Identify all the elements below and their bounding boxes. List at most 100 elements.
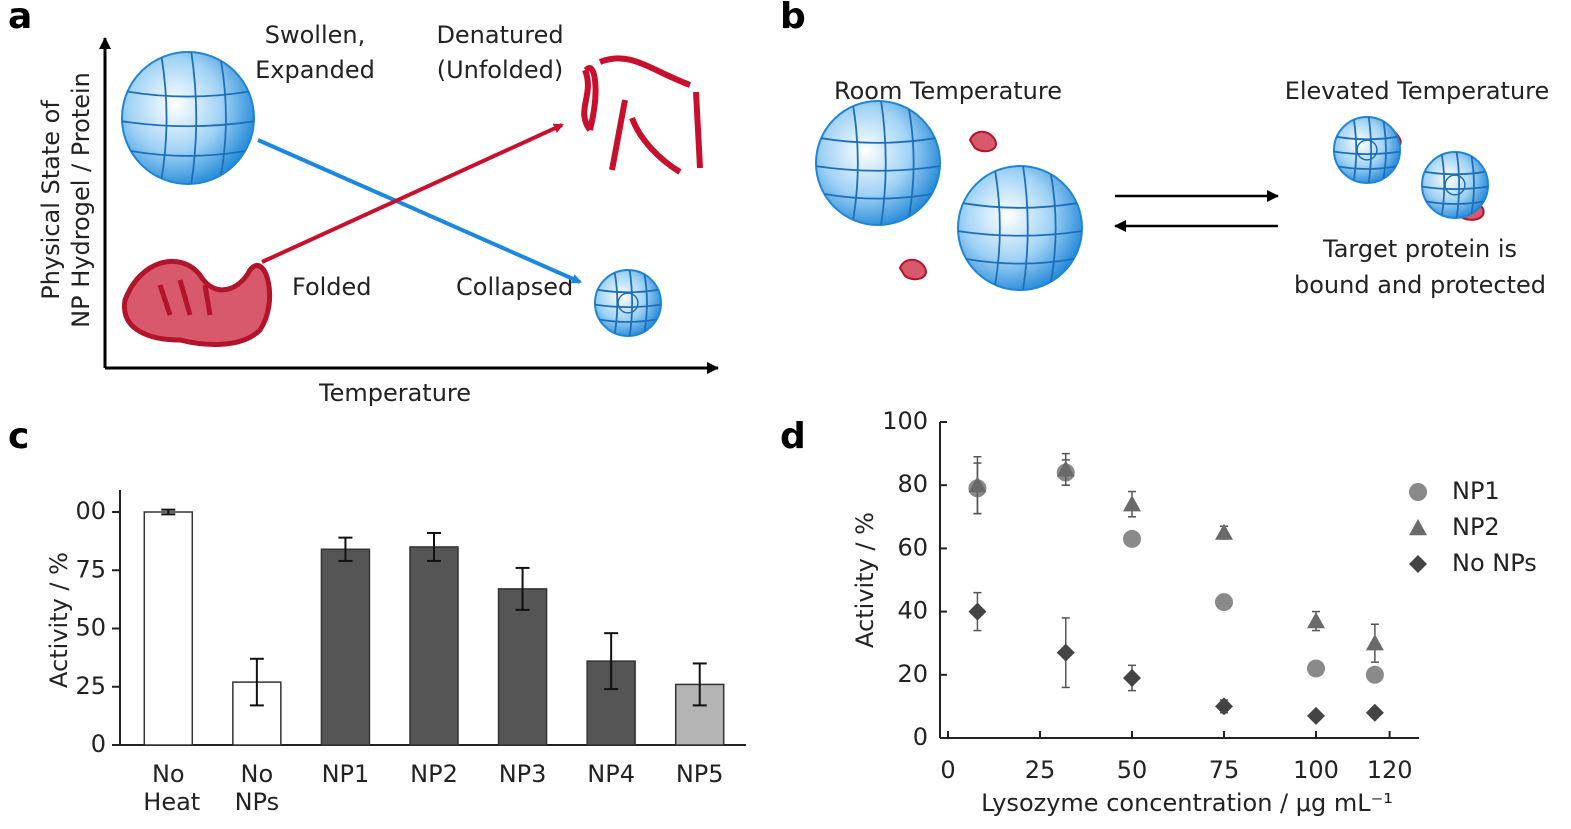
label: Expanded [255, 56, 375, 84]
gel-mesh [821, 137, 935, 144]
gel-mesh [594, 303, 662, 308]
gel-mesh [1367, 116, 1372, 184]
gel-mesh [815, 165, 941, 172]
panel-label: b [780, 0, 806, 37]
gel-mesh [127, 90, 249, 98]
gel-mesh [1421, 185, 1489, 190]
arrow [257, 138, 582, 284]
point [1215, 593, 1233, 612]
x-tick-label: 75 [1209, 756, 1240, 784]
point [1056, 460, 1075, 477]
hydrogel [1421, 151, 1489, 219]
y-tick-label: 25 [75, 672, 106, 700]
x-tick-label: NP4 [587, 760, 635, 788]
point [1365, 703, 1384, 722]
gel-mesh [643, 274, 648, 332]
point [1056, 643, 1075, 662]
gel-body [815, 100, 941, 226]
gel-mesh [1333, 150, 1401, 155]
gel-mesh [1022, 165, 1029, 291]
x-tick-label-box: No NPs [234, 760, 280, 816]
error-bar [338, 536, 353, 562]
unfolded-protein [581, 55, 703, 175]
x-tick-label-box: NP5 [675, 760, 724, 788]
x-tick-label-box: NP4 [587, 760, 635, 788]
error-bar [161, 508, 176, 516]
y-tick-label: 80 [897, 470, 928, 498]
arrow [261, 123, 564, 264]
bar [143, 511, 194, 746]
gel-body [957, 165, 1083, 291]
gel-core [1356, 139, 1378, 161]
gel-mesh [963, 202, 1077, 209]
point [1215, 697, 1233, 716]
point [1307, 612, 1325, 629]
gel-mesh [1424, 170, 1486, 176]
y-tick-label: 75 [75, 555, 106, 583]
x-tick-label: NP5 [675, 760, 724, 788]
point [1365, 634, 1384, 651]
gel-mesh [957, 230, 1083, 237]
x-axis-label: Temperature [318, 379, 471, 407]
gel-mesh [1440, 154, 1446, 216]
gel-mesh [1426, 200, 1484, 205]
gel-mesh [1470, 156, 1475, 214]
error-bar [604, 632, 619, 691]
y-tick-label: 0 [913, 723, 928, 751]
gel-mesh [121, 120, 255, 128]
protein [898, 126, 1485, 281]
y-tick-label: 100 [882, 407, 928, 435]
hydrogel [815, 100, 941, 226]
y-tick-label: 0 [91, 730, 106, 758]
y-tick-label: 50 [75, 614, 106, 642]
x-tick-label: NP3 [498, 760, 547, 788]
hydrogel [121, 51, 255, 185]
y-tick-label: 20 [897, 660, 928, 688]
gel-body [594, 269, 662, 337]
x-tick-label: No NPs [234, 760, 280, 816]
x-tick-label-box: No Heat [143, 760, 201, 816]
panel-label: a [8, 0, 32, 37]
panel-label: c [8, 416, 29, 457]
folded-protein [122, 258, 273, 347]
legend-label: NP1 [1452, 477, 1500, 505]
hydrogel [1333, 116, 1401, 184]
x-tick-label: No Heat [143, 760, 201, 816]
error-bar [249, 657, 264, 707]
legend-marker [1409, 519, 1427, 536]
y-axis-label: Activity / % [45, 552, 73, 688]
y-axis-label: Physical State of [37, 100, 65, 300]
point [1307, 706, 1325, 725]
legend-marker [1409, 483, 1427, 501]
y-tick-label: 40 [897, 597, 928, 625]
x-tick-label: 0 [940, 756, 955, 784]
gel-mesh [1455, 151, 1460, 219]
gel-mesh [966, 258, 1074, 265]
gel-body [1421, 151, 1489, 219]
gel-mesh [613, 272, 619, 334]
gel-mesh [1382, 121, 1387, 179]
gel-mesh [852, 106, 859, 220]
gel-mesh [597, 288, 659, 294]
gel-body [121, 51, 255, 185]
point [1215, 523, 1233, 540]
y-tick-label: 00 [75, 497, 106, 525]
x-tick-label: 25 [1025, 756, 1056, 784]
point [968, 476, 987, 493]
gel-core [1444, 174, 1466, 196]
gel-mesh [599, 318, 657, 323]
error-bar [515, 566, 530, 611]
label: Swollen, [265, 21, 366, 49]
x-tick-label-box: NP1 [321, 760, 370, 788]
gel-mesh [908, 109, 915, 217]
x-tick-label: NP1 [321, 760, 370, 788]
gel-mesh [1352, 119, 1358, 181]
x-tick-label: 120 [1367, 756, 1413, 784]
gel-core [617, 292, 639, 314]
y-axis-label: Activity / % [851, 512, 879, 648]
x-tick-label-box: NP2 [410, 760, 458, 788]
point [1123, 529, 1141, 548]
gel-mesh [130, 150, 246, 157]
point [1123, 668, 1141, 687]
